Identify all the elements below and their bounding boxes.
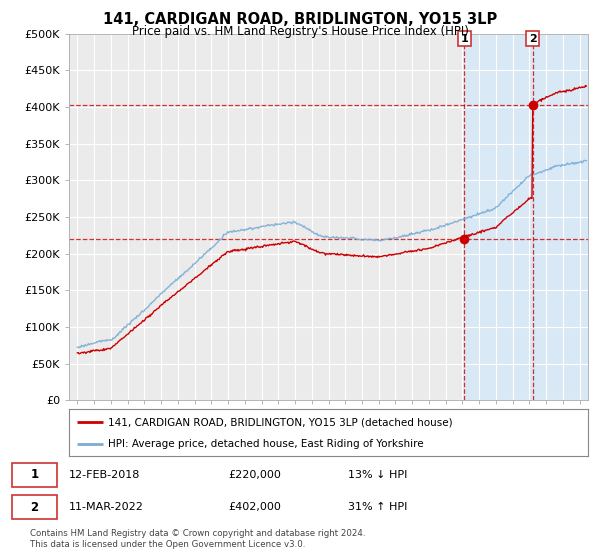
Text: £220,000: £220,000 (228, 470, 281, 480)
Bar (464, 34, 588, 400)
Text: 2: 2 (529, 34, 536, 44)
Text: 13% ↓ HPI: 13% ↓ HPI (348, 470, 407, 480)
Text: 11-MAR-2022: 11-MAR-2022 (69, 502, 144, 512)
Text: 141, CARDIGAN ROAD, BRIDLINGTON, YO15 3LP (detached house): 141, CARDIGAN ROAD, BRIDLINGTON, YO15 3L… (108, 417, 452, 427)
FancyBboxPatch shape (12, 463, 57, 487)
Text: 1: 1 (461, 34, 469, 44)
Text: 141, CARDIGAN ROAD, BRIDLINGTON, YO15 3LP: 141, CARDIGAN ROAD, BRIDLINGTON, YO15 3L… (103, 12, 497, 27)
Text: 12-FEB-2018: 12-FEB-2018 (69, 470, 140, 480)
Text: Price paid vs. HM Land Registry's House Price Index (HPI): Price paid vs. HM Land Registry's House … (131, 25, 469, 38)
Text: 1: 1 (31, 469, 38, 482)
Text: 2: 2 (31, 501, 38, 514)
Text: 31% ↑ HPI: 31% ↑ HPI (348, 502, 407, 512)
Text: Contains HM Land Registry data © Crown copyright and database right 2024.
This d: Contains HM Land Registry data © Crown c… (30, 529, 365, 549)
FancyBboxPatch shape (12, 495, 57, 519)
Text: £402,000: £402,000 (228, 502, 281, 512)
Text: HPI: Average price, detached house, East Riding of Yorkshire: HPI: Average price, detached house, East… (108, 439, 424, 449)
